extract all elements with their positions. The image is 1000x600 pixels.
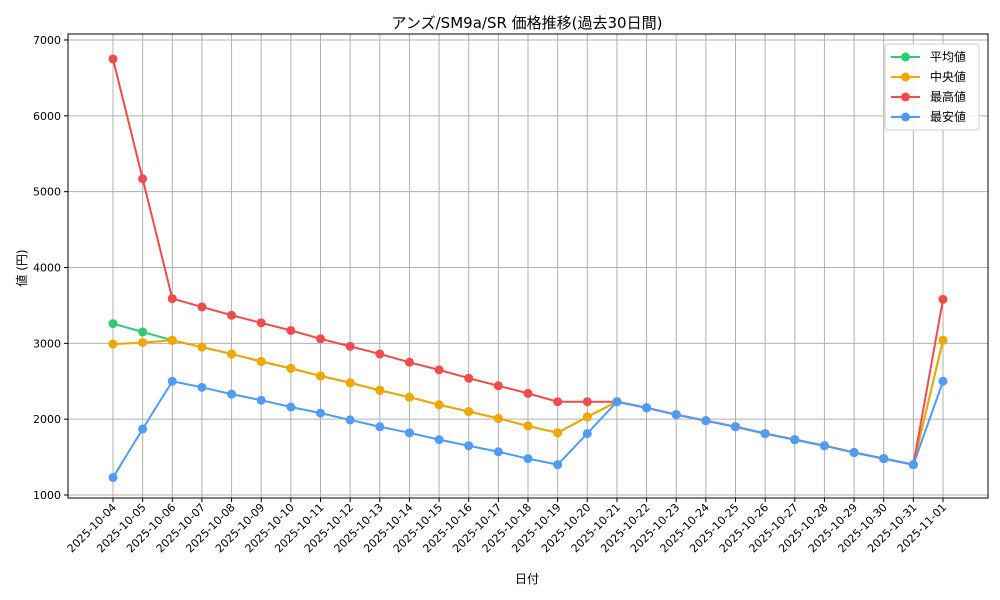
data-point (286, 363, 296, 373)
data-point (256, 395, 266, 405)
legend-label: 最高値 (930, 89, 966, 104)
legend-item: 最高値 (891, 89, 966, 104)
data-point (286, 325, 296, 335)
data-point (523, 421, 533, 431)
data-point (849, 448, 859, 458)
data-point (404, 428, 414, 438)
data-point (493, 381, 503, 391)
data-point (316, 334, 325, 344)
series-3 (108, 376, 948, 483)
data-point (197, 382, 207, 392)
data-point (731, 422, 740, 432)
data-point (138, 424, 148, 434)
legend-marker-icon (901, 92, 910, 102)
data-point (642, 403, 652, 413)
data-point (819, 441, 829, 451)
data-point (345, 378, 355, 388)
data-point (345, 341, 355, 351)
data-point (612, 397, 622, 407)
legend-label: 平均値 (930, 49, 966, 64)
data-point (553, 428, 563, 438)
legend-marker-icon (901, 52, 910, 62)
data-point (434, 365, 444, 375)
y-tick-label: 3000 (33, 337, 61, 350)
data-point (256, 318, 266, 328)
data-point (790, 435, 800, 445)
data-point (434, 435, 444, 445)
data-point (167, 335, 177, 345)
data-point (108, 339, 118, 349)
y-axis: 1000 2000 3000 4000 5000 6000 7000 (33, 34, 68, 502)
data-point (582, 429, 592, 439)
legend-label: 最安値 (930, 109, 966, 124)
data-point (316, 371, 325, 381)
data-point (938, 376, 948, 386)
data-point (523, 388, 533, 398)
y-tick-label: 2000 (33, 413, 61, 426)
data-point (167, 294, 177, 304)
legend-item: 中央値 (891, 69, 966, 84)
legend-marker-icon (901, 112, 910, 122)
data-point (879, 454, 889, 464)
series-lines (108, 54, 948, 483)
data-point (760, 429, 770, 439)
x-axis: 2025-10-042025-10-052025-10-062025-10-07… (65, 498, 949, 555)
data-point (523, 454, 533, 464)
data-point (227, 389, 237, 399)
data-point (671, 410, 681, 420)
data-point (434, 400, 444, 410)
data-point (227, 349, 237, 359)
y-axis-label: 値 (円) (14, 249, 29, 286)
data-point (493, 447, 503, 457)
x-axis-label: 日付 (515, 572, 539, 586)
data-point (108, 473, 118, 483)
data-point (316, 408, 325, 418)
y-tick-label: 1000 (33, 489, 61, 502)
data-point (404, 357, 414, 367)
data-point (138, 338, 148, 348)
data-point (256, 357, 266, 367)
legend-box (884, 43, 980, 131)
y-tick-label: 7000 (33, 34, 61, 47)
legend-item: 平均値 (891, 49, 966, 64)
legend-label: 中央値 (930, 69, 966, 84)
data-point (345, 415, 355, 425)
data-point (227, 310, 237, 320)
data-point (938, 294, 948, 304)
data-point (464, 373, 474, 383)
data-point (582, 397, 592, 407)
data-point (375, 422, 385, 432)
data-point (375, 385, 385, 395)
data-point (138, 327, 148, 337)
y-tick-label: 5000 (33, 186, 61, 199)
data-point (553, 460, 563, 470)
data-point (553, 397, 563, 407)
data-point (108, 319, 118, 329)
data-point (938, 335, 948, 345)
data-point (197, 342, 207, 352)
data-point (582, 412, 592, 422)
data-point (375, 349, 385, 359)
data-point (167, 376, 177, 386)
data-point (464, 407, 474, 417)
data-point (404, 392, 414, 402)
data-point (701, 416, 711, 426)
legend-marker-icon (901, 72, 910, 82)
data-point (286, 402, 296, 412)
data-point (908, 460, 918, 470)
y-tick-label: 6000 (33, 110, 61, 123)
chart-title: アンズ/SM9a/SR 価格推移(過去30日間) (392, 14, 663, 32)
y-tick-label: 4000 (33, 262, 61, 275)
legend-item: 最安値 (891, 109, 966, 124)
data-point (108, 54, 118, 64)
data-point (138, 174, 148, 184)
data-point (197, 302, 207, 312)
data-point (464, 441, 474, 451)
data-point (493, 413, 503, 423)
